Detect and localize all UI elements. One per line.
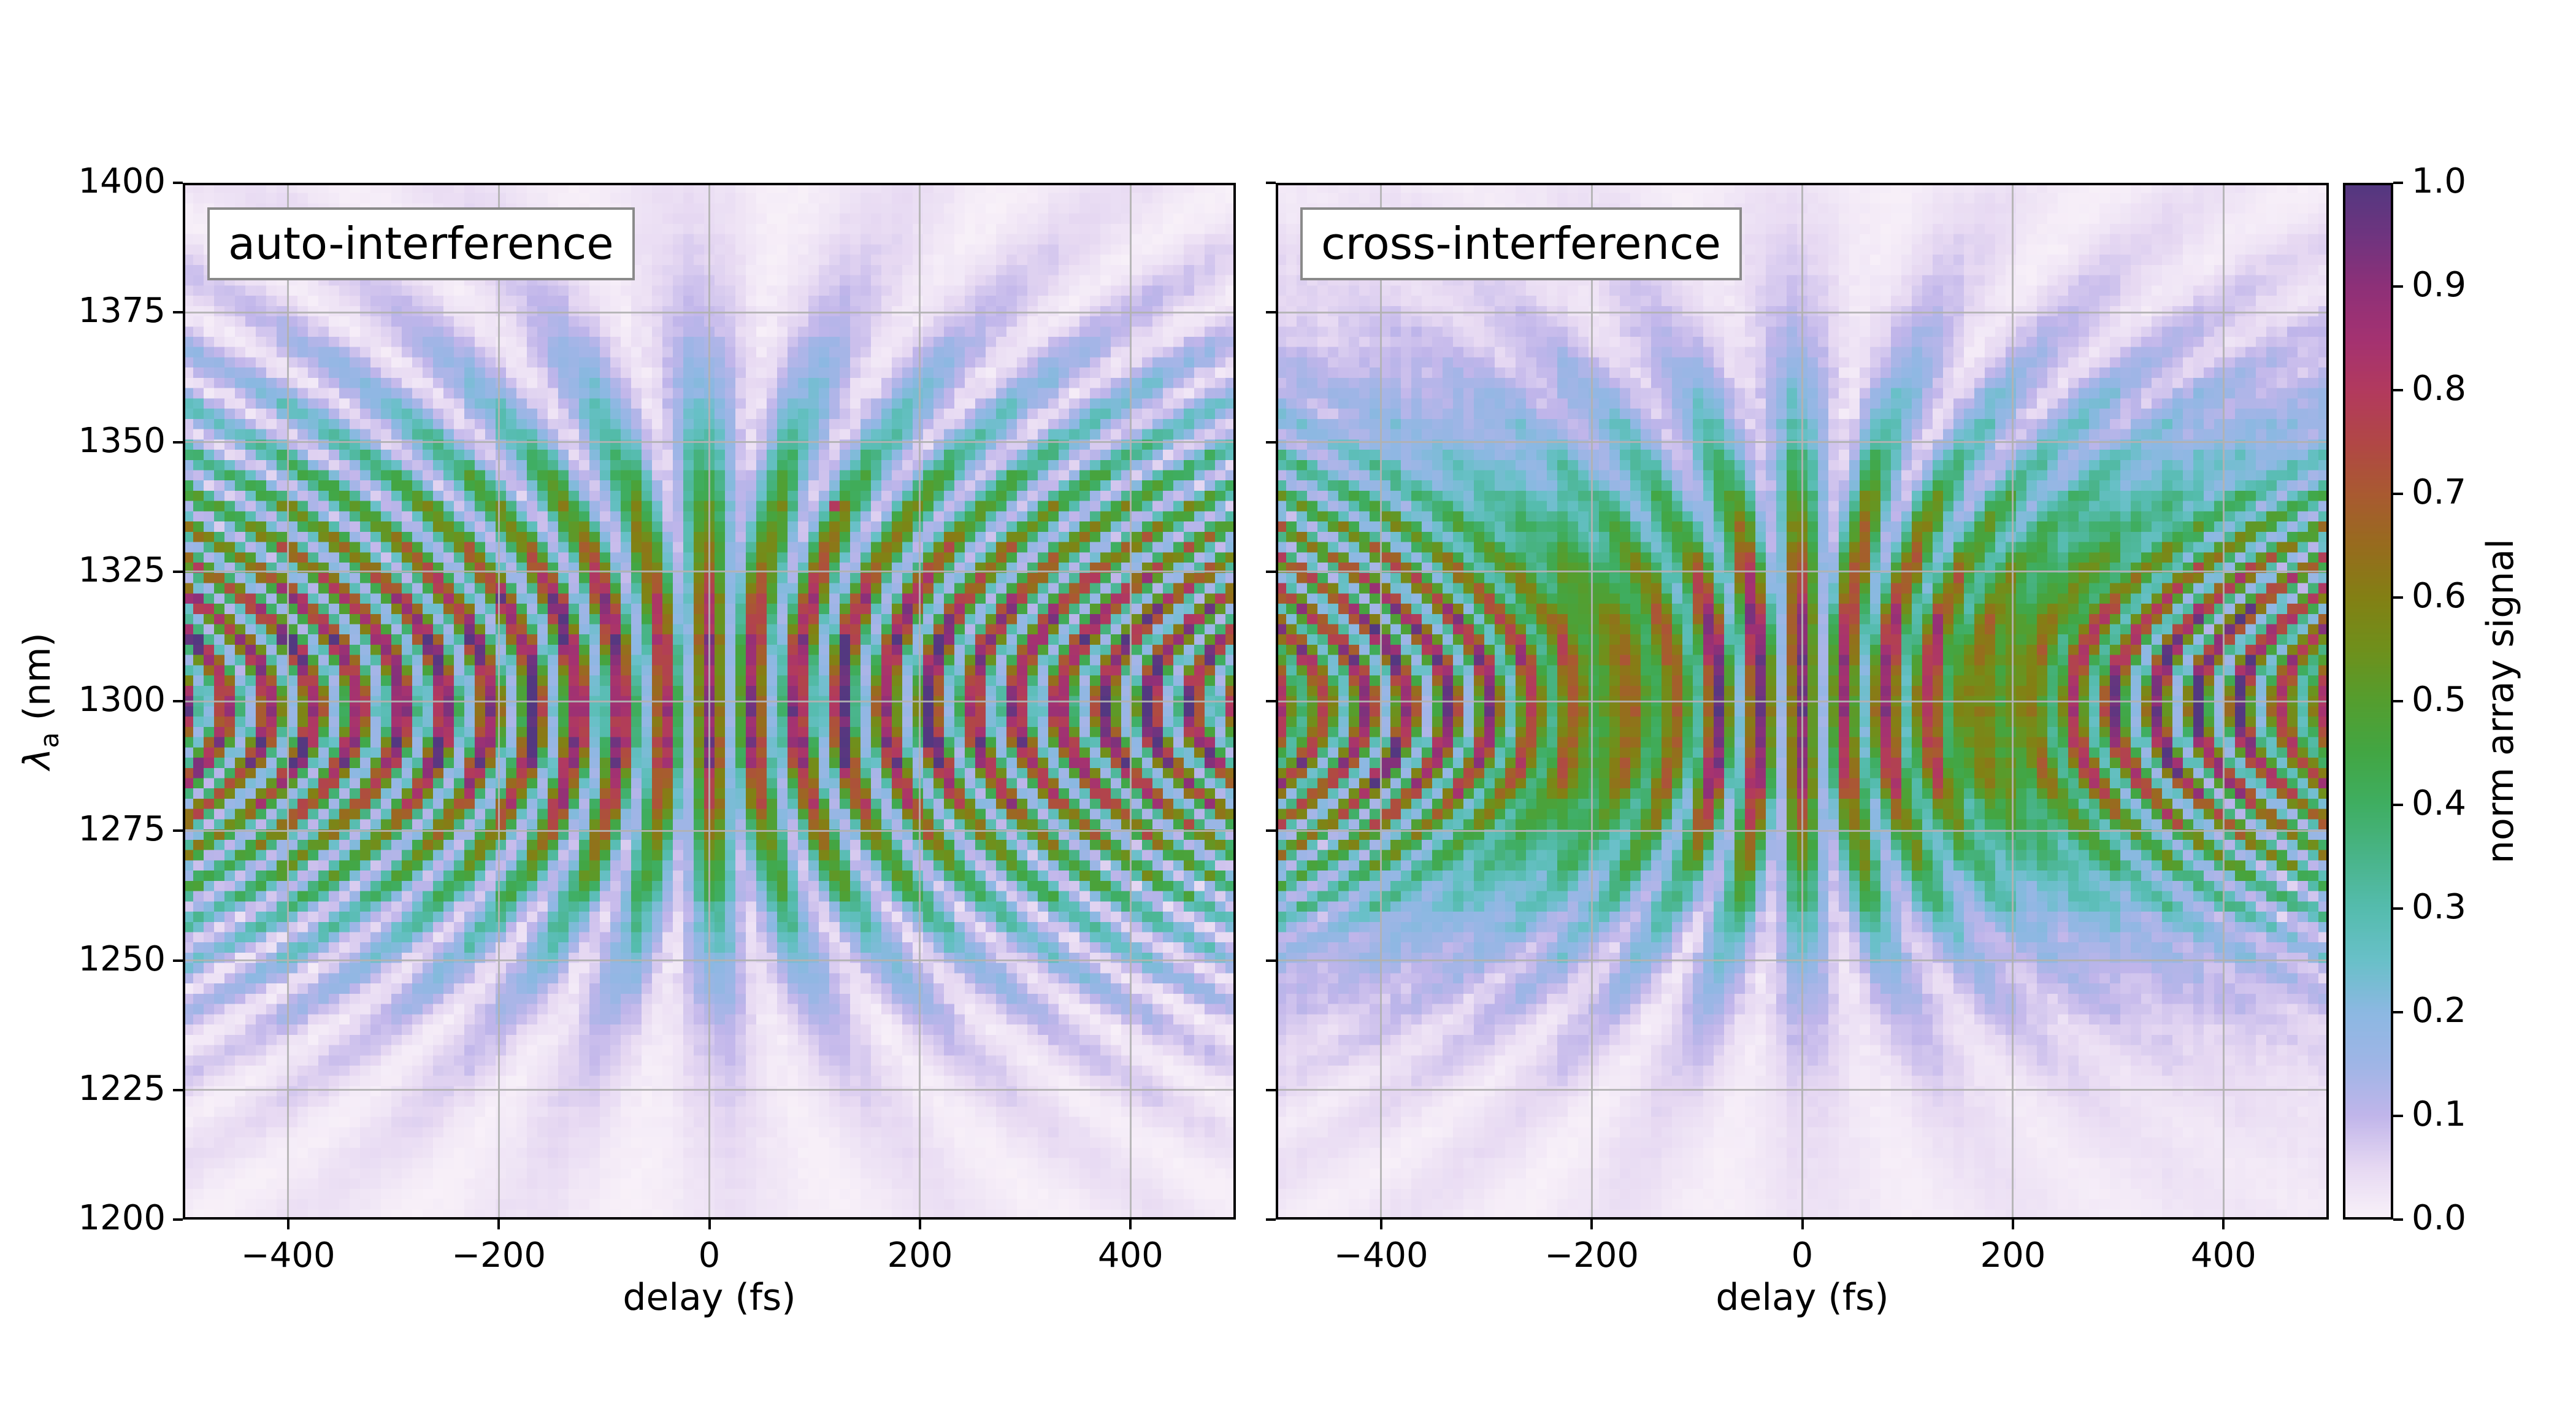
y-tick [173, 959, 183, 962]
panel-cross-interference: cross-interference [1276, 183, 2329, 1220]
y-tick [173, 182, 183, 184]
colorbar-tick [2393, 596, 2403, 599]
x-tick-label: 400 [2190, 1236, 2256, 1275]
y-tick [173, 1218, 183, 1221]
x-tick-label: −400 [1333, 1236, 1428, 1275]
panel-label-box: auto-interference [207, 207, 635, 280]
x-tick [1129, 1220, 1132, 1229]
x-tick-label: 0 [1791, 1236, 1814, 1275]
colorbar-tick-label: 1.0 [2412, 161, 2467, 201]
lambda-symbol: λ [16, 748, 59, 770]
colorbar [2343, 183, 2393, 1220]
x-tick [1590, 1220, 1593, 1229]
y-tick [173, 570, 183, 573]
colorbar-tick-label: 0.6 [2412, 576, 2467, 616]
colorbar-tick-label: 0.3 [2412, 887, 2467, 927]
y-tick [1266, 1218, 1276, 1221]
colorbar-tick [2393, 700, 2403, 702]
colorbar-tick [2393, 182, 2403, 184]
x-tick-label: −200 [451, 1236, 546, 1275]
y-tick-label: 1325 [78, 550, 166, 590]
x-tick [918, 1220, 921, 1229]
colorbar-tick-label: 0.7 [2412, 472, 2467, 512]
x-tick [286, 1220, 289, 1229]
x-tick-label: −200 [1544, 1236, 1639, 1275]
x-tick [497, 1220, 500, 1229]
x-tick [1801, 1220, 1804, 1229]
colorbar-tick-label: 0.5 [2412, 680, 2467, 720]
y-tick [173, 1088, 183, 1091]
x-axis-label-right: delay (fs) [1715, 1276, 1889, 1319]
y-tick [1266, 700, 1276, 702]
y-tick [1266, 1088, 1276, 1091]
colorbar-tick [2393, 907, 2403, 910]
y-tick [1266, 829, 1276, 832]
x-axis-label-left: delay (fs) [623, 1276, 796, 1319]
colorbar-tick [2393, 285, 2403, 288]
colorbar-tick [2393, 1115, 2403, 1117]
colorbar-tick-label: 0.2 [2412, 991, 2467, 1031]
y-tick [173, 829, 183, 832]
x-tick-label: 0 [698, 1236, 721, 1275]
y-tick-label: 1275 [78, 809, 166, 850]
y-tick-label: 1350 [78, 420, 166, 461]
colorbar-tick-label: 0.0 [2412, 1198, 2467, 1238]
y-tick-label: 1225 [78, 1068, 166, 1109]
x-tick [2011, 1220, 2014, 1229]
y-tick-label: 1400 [78, 161, 166, 201]
x-tick [2222, 1220, 2225, 1229]
y-tick [1266, 182, 1276, 184]
y-tick-label: 1300 [78, 680, 166, 720]
heatmap-cross-interference [1276, 183, 2329, 1220]
x-tick-label: 200 [887, 1236, 953, 1275]
x-tick-label: −400 [240, 1236, 335, 1275]
y-tick [1266, 311, 1276, 314]
colorbar-tick-label: 0.9 [2412, 265, 2467, 305]
panel-auto-interference: auto-interference [183, 183, 1236, 1220]
y-tick-label: 1250 [78, 939, 166, 979]
colorbar-tick [2393, 804, 2403, 806]
y-tick [173, 311, 183, 314]
x-tick [708, 1220, 711, 1229]
y-tick-label: 1200 [78, 1198, 166, 1238]
y-tick [173, 440, 183, 444]
lambda-subscript: a [34, 732, 64, 748]
x-tick-label: 400 [1097, 1236, 1163, 1275]
y-tick [1266, 959, 1276, 962]
colorbar-tick [2393, 1011, 2403, 1013]
colorbar-tick-label: 0.8 [2412, 369, 2467, 409]
y-tick-label: 1375 [78, 291, 166, 331]
y-tick [1266, 570, 1276, 573]
x-tick-label: 200 [1980, 1236, 2046, 1275]
y-tick [1266, 440, 1276, 444]
colorbar-gradient [2343, 183, 2393, 1220]
colorbar-tick [2393, 1218, 2403, 1221]
y-tick [173, 700, 183, 702]
colorbar-tick [2393, 389, 2403, 391]
heatmap-auto-interference [183, 183, 1236, 1220]
colorbar-tick-label: 0.1 [2412, 1094, 2467, 1134]
panel-label-box: cross-interference [1300, 207, 1742, 280]
colorbar-tick [2393, 493, 2403, 495]
x-tick [1379, 1220, 1382, 1229]
colorbar-tick-label: 0.4 [2412, 783, 2467, 823]
panel-label: auto-interference [228, 218, 614, 269]
panel-label: cross-interference [1321, 218, 1721, 269]
